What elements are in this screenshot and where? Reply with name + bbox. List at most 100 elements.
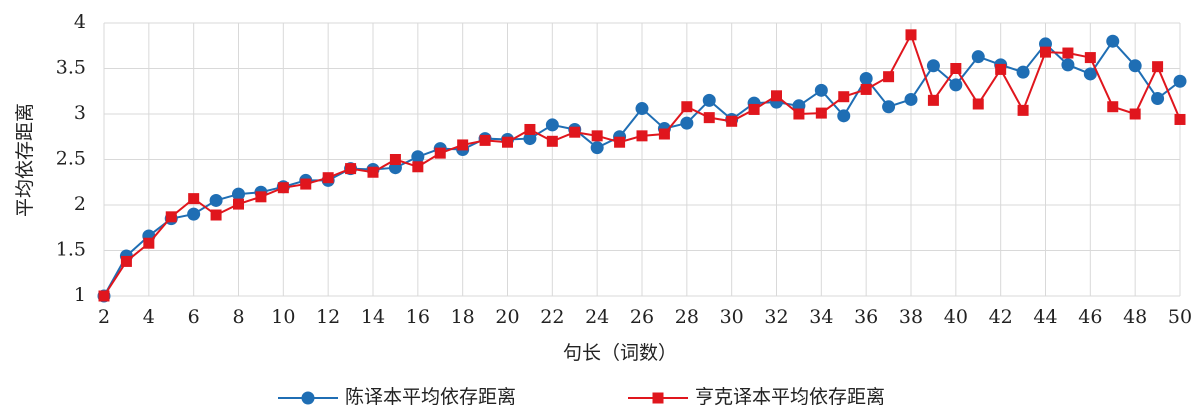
x-tick-label: 6 bbox=[188, 306, 200, 328]
marker bbox=[972, 98, 984, 110]
x-tick-label: 4 bbox=[143, 306, 155, 328]
y-axis-label: 平均依存距离 bbox=[14, 103, 36, 217]
legend-label: 亨克译本平均依存距离 bbox=[695, 386, 885, 408]
marker bbox=[165, 211, 177, 223]
marker bbox=[814, 83, 828, 97]
marker bbox=[614, 136, 626, 148]
x-tick-label: 22 bbox=[540, 306, 564, 328]
x-tick-label: 50 bbox=[1168, 306, 1192, 328]
x-tick-label: 10 bbox=[271, 306, 295, 328]
x-tick-label: 34 bbox=[809, 306, 833, 328]
marker bbox=[502, 136, 513, 148]
marker bbox=[209, 193, 223, 207]
marker bbox=[591, 130, 603, 142]
x-tick-label: 30 bbox=[720, 306, 744, 328]
marker bbox=[838, 91, 850, 103]
marker bbox=[1151, 92, 1165, 106]
marker bbox=[1061, 58, 1075, 72]
marker bbox=[1129, 108, 1141, 120]
marker bbox=[188, 193, 200, 205]
marker bbox=[1084, 52, 1096, 64]
marker bbox=[434, 147, 446, 159]
x-tick-label: 28 bbox=[675, 306, 699, 328]
marker bbox=[681, 101, 693, 113]
marker bbox=[927, 94, 939, 106]
marker bbox=[680, 116, 694, 130]
y-tick-label: 2.5 bbox=[56, 148, 86, 170]
marker bbox=[926, 59, 940, 73]
x-tick-label: 18 bbox=[451, 306, 475, 328]
marker bbox=[479, 134, 491, 146]
marker bbox=[702, 93, 716, 107]
marker bbox=[98, 290, 110, 302]
marker bbox=[545, 118, 559, 132]
marker bbox=[143, 237, 155, 249]
marker bbox=[524, 123, 536, 135]
marker bbox=[883, 71, 895, 83]
x-tick-label: 26 bbox=[630, 306, 654, 328]
x-tick-label: 14 bbox=[361, 306, 385, 328]
legend-label: 陈译本平均依存距离 bbox=[345, 386, 516, 408]
x-tick-label: 44 bbox=[1033, 306, 1057, 328]
x-axis-label: 句长（词数） bbox=[563, 342, 677, 364]
marker bbox=[120, 255, 132, 267]
x-tick-label: 20 bbox=[495, 306, 519, 328]
y-tick-label: 2 bbox=[74, 193, 86, 215]
marker bbox=[658, 128, 670, 140]
marker bbox=[1174, 113, 1186, 125]
marker bbox=[389, 154, 401, 165]
y-tick-label: 3.5 bbox=[56, 57, 86, 79]
x-tick-label: 46 bbox=[1078, 306, 1102, 328]
marker bbox=[815, 107, 827, 119]
marker bbox=[457, 139, 469, 151]
marker bbox=[950, 63, 962, 74]
marker bbox=[187, 207, 201, 221]
marker bbox=[590, 141, 604, 155]
x-tick-label: 8 bbox=[232, 306, 244, 328]
marker bbox=[1128, 59, 1142, 73]
marker bbox=[636, 130, 648, 142]
marker bbox=[635, 102, 649, 116]
y-tick-label: 3 bbox=[74, 102, 86, 124]
marker bbox=[1106, 34, 1120, 48]
x-tick-label: 38 bbox=[899, 306, 923, 328]
x-tick-label: 36 bbox=[854, 306, 878, 328]
marker bbox=[748, 103, 760, 115]
marker bbox=[882, 100, 896, 114]
marker bbox=[210, 209, 222, 221]
marker bbox=[300, 178, 312, 190]
x-tick-label: 32 bbox=[764, 306, 788, 328]
marker bbox=[793, 108, 805, 120]
marker bbox=[232, 187, 245, 201]
marker bbox=[411, 150, 425, 164]
marker bbox=[726, 115, 738, 127]
marker bbox=[703, 112, 715, 124]
marker bbox=[255, 191, 267, 203]
marker bbox=[771, 90, 782, 102]
marker bbox=[523, 132, 537, 146]
marker bbox=[837, 109, 851, 123]
x-tick-label: 12 bbox=[316, 306, 340, 328]
marker bbox=[345, 163, 357, 175]
marker bbox=[1107, 101, 1119, 113]
legend-marker bbox=[301, 391, 315, 405]
marker bbox=[1016, 65, 1030, 79]
marker bbox=[1152, 61, 1164, 73]
legend-marker bbox=[652, 392, 664, 404]
marker bbox=[412, 161, 424, 173]
x-tick-label: 40 bbox=[944, 306, 968, 328]
marker bbox=[995, 63, 1007, 75]
marker bbox=[1083, 67, 1097, 81]
marker bbox=[859, 72, 873, 86]
marker bbox=[277, 182, 289, 194]
y-tick-label: 1.5 bbox=[56, 239, 86, 261]
y-tick-label: 4 bbox=[74, 11, 86, 33]
marker bbox=[233, 198, 244, 210]
x-tick-label: 48 bbox=[1123, 306, 1147, 328]
marker bbox=[322, 172, 334, 184]
marker bbox=[1017, 104, 1029, 116]
marker bbox=[546, 135, 558, 147]
marker bbox=[1173, 74, 1187, 88]
marker bbox=[1062, 47, 1074, 59]
